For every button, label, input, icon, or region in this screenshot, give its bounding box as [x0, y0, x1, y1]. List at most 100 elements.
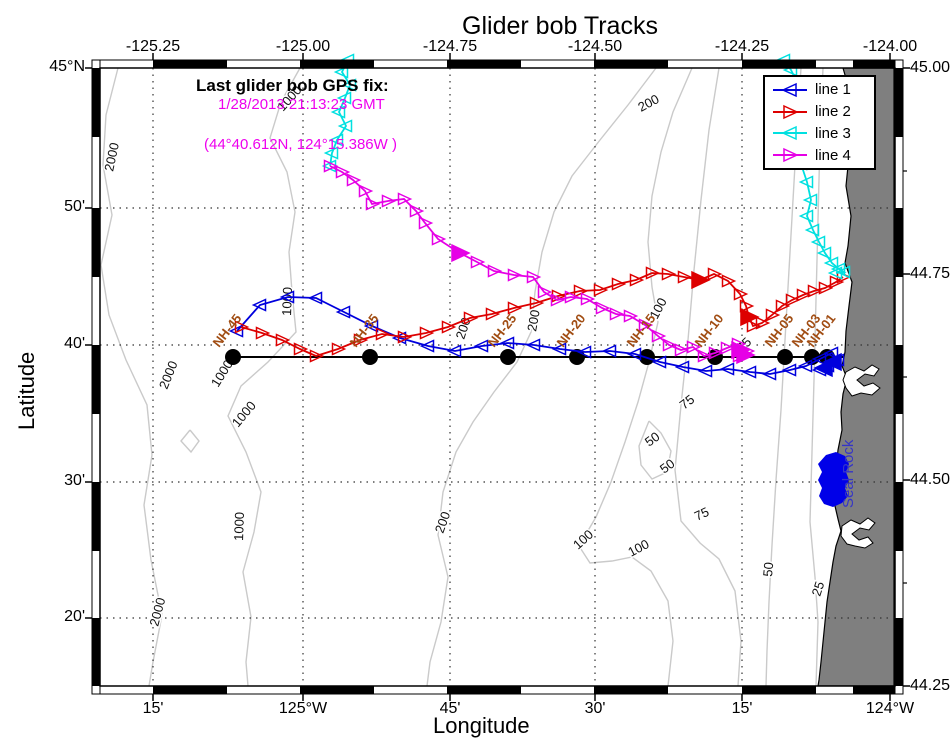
track-marker [397, 192, 413, 206]
x-axis-title: Longitude [433, 713, 530, 738]
track-marker [346, 173, 362, 187]
frame-segment [895, 618, 903, 686]
track-marker [293, 342, 309, 356]
track-marker [595, 301, 611, 315]
track-marker [341, 78, 357, 92]
track-marker [775, 299, 791, 313]
legend-item: line 3 [771, 123, 868, 145]
frame-segment [92, 482, 100, 551]
track-marker [323, 159, 339, 173]
legend-label: line 4 [815, 146, 851, 164]
track-marker [328, 133, 344, 147]
track-marker [823, 256, 839, 270]
track-marker [674, 343, 690, 357]
track-marker [397, 330, 413, 344]
track-marker [335, 305, 351, 319]
track-marker [816, 246, 832, 260]
track-marker [626, 347, 642, 361]
track-marker [781, 363, 797, 377]
track-marker [473, 339, 489, 353]
frame-segment [853, 60, 895, 68]
track-marker [551, 289, 567, 303]
estuary-polygon [842, 364, 881, 397]
track-marker [573, 284, 589, 298]
top-tick-label: -124.25 [714, 38, 770, 55]
contour-label: 200 [432, 510, 454, 536]
track-marker [409, 204, 425, 218]
bathymetry-contour [180, 429, 200, 454]
track-marker [798, 209, 814, 223]
track-marker [551, 342, 567, 356]
track-marker [363, 319, 379, 333]
top-tick-label: -125.00 [275, 38, 331, 55]
y-axis-title: Latitude [14, 351, 39, 430]
frame-segment [895, 345, 903, 414]
track-marker [255, 326, 271, 340]
track-marker [677, 270, 693, 284]
legend-swatch [773, 147, 807, 163]
track-marker [761, 367, 777, 381]
track-marker [564, 290, 580, 304]
track-marker [335, 165, 351, 179]
contour-label: 1000 [279, 287, 295, 316]
bottom-tick-label: 124°W [865, 700, 915, 717]
bathymetry-contour [227, 67, 301, 687]
track-marker [611, 277, 627, 291]
track-marker [638, 318, 654, 332]
track-marker [755, 316, 771, 330]
track-marker [419, 339, 435, 353]
bathymetry-contour [674, 67, 742, 687]
track-marker [810, 235, 826, 249]
track-marker [835, 265, 851, 279]
right-tick-label: 45.00 [910, 59, 950, 76]
bathymetry-contour [809, 67, 824, 687]
legend-item: line 1 [771, 79, 868, 101]
right-tick-label: 44.75 [910, 265, 950, 282]
track-marker [337, 119, 353, 133]
frame-segment [300, 60, 374, 68]
bottom-tick-label: 30' [584, 700, 606, 717]
left-tick-label: 50' [64, 198, 85, 215]
seal-rock-gps-blob [818, 452, 849, 507]
bathymetry-contour [765, 67, 802, 687]
frame-segment [447, 686, 521, 694]
frame-segment [895, 68, 903, 137]
track-marker [697, 349, 713, 363]
legend-label: line 3 [815, 124, 851, 142]
track-marker [381, 194, 397, 208]
track-marker [740, 307, 760, 327]
bottom-tick-label: 15' [142, 700, 164, 717]
track-marker [279, 290, 295, 304]
track-marker [526, 270, 542, 284]
track-marker [537, 285, 553, 299]
top-tick-label: -124.50 [567, 38, 623, 55]
track-marker [807, 284, 823, 298]
track-marker [507, 268, 523, 282]
legend-label: line 2 [815, 103, 851, 121]
track-marker [623, 309, 639, 323]
track-marker [719, 362, 735, 376]
frame-segment [742, 686, 816, 694]
track-marker [818, 281, 834, 295]
track-marker [550, 293, 566, 307]
legend-swatch [773, 82, 807, 98]
right-tick-label: 44.50 [910, 471, 950, 488]
track-marker [336, 91, 352, 105]
gps-fix-timestamp: 1/28/2013 21:13:23 GMT [218, 96, 385, 113]
track-marker [507, 301, 523, 315]
track-marker [609, 307, 625, 321]
frame-segment [153, 60, 227, 68]
contour-label: 200 [524, 309, 543, 333]
bathymetry-contour [638, 420, 672, 480]
track-marker [418, 216, 434, 230]
track-marker [765, 308, 781, 322]
track-marker [651, 329, 667, 343]
track-marker [661, 267, 677, 281]
track-marker [275, 333, 291, 347]
bathymetry-contour [100, 67, 163, 687]
legend-item: line 4 [771, 144, 868, 166]
frame-segment [594, 686, 668, 694]
frame-segment [92, 345, 100, 414]
track-marker [487, 264, 503, 278]
left-tick-label: 30' [64, 472, 85, 489]
